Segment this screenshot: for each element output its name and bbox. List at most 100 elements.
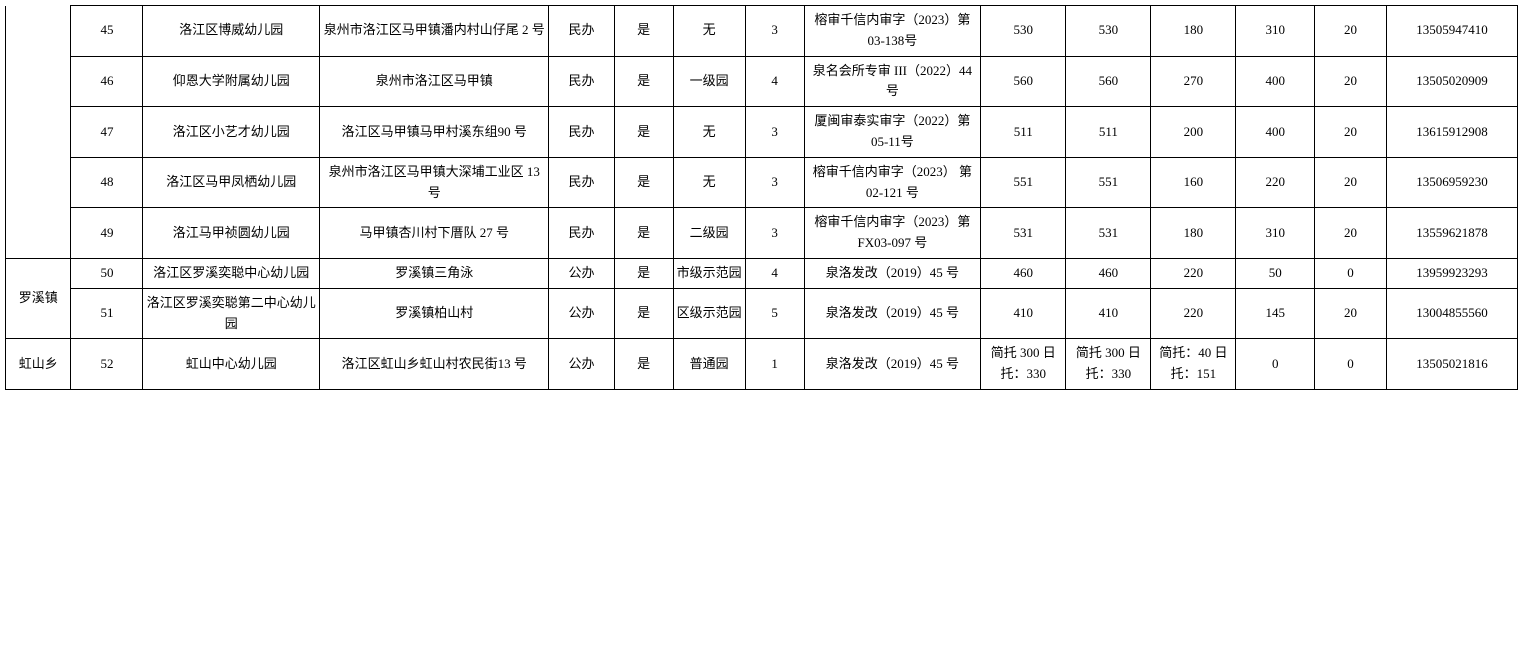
cell-v1: 560	[981, 56, 1066, 107]
cell-num: 49	[71, 208, 143, 259]
cell-v3: 160	[1151, 157, 1236, 208]
cell-v2: 410	[1066, 288, 1151, 339]
cell-addr: 马甲镇杏川村下厝队 27 号	[320, 208, 549, 259]
cell-doc: 榕审千信内审字（2023）第 03-138号	[804, 6, 981, 57]
cell-doc: 榕审千信内审字（2023）第FX03-097 号	[804, 208, 981, 259]
cell-doc: 榕审千信内审字（2023） 第02-121 号	[804, 157, 981, 208]
cell-v4: 50	[1236, 258, 1315, 288]
cell-doc: 泉洛发改（2019）45 号	[804, 258, 981, 288]
cell-cls: 3	[745, 107, 804, 158]
cell-v2: 简托 300 日托：330	[1066, 339, 1151, 390]
region-cell: 虹山乡	[6, 339, 71, 390]
cell-type: 民办	[549, 56, 614, 107]
cell-v4: 220	[1236, 157, 1315, 208]
cell-v4: 145	[1236, 288, 1315, 339]
table-row: 罗溪镇 50 洛江区罗溪奕聪中心幼儿园 罗溪镇三角泳 公办 是 市级示范园 4 …	[6, 258, 1518, 288]
cell-doc: 泉名会所专审 III（2022）44 号	[804, 56, 981, 107]
table-row: 49 洛江马甲祯圆幼儿园 马甲镇杏川村下厝队 27 号 民办 是 二级园 3 榕…	[6, 208, 1518, 259]
cell-phone: 13959923293	[1387, 258, 1518, 288]
cell-yn: 是	[614, 288, 673, 339]
cell-type: 民办	[549, 107, 614, 158]
cell-name: 洛江区罗溪奕聪中心幼儿园	[143, 258, 320, 288]
cell-type: 民办	[549, 6, 614, 57]
region-cell	[6, 6, 71, 259]
cell-addr: 洛江区马甲镇马甲村溪东组90 号	[320, 107, 549, 158]
cell-yn: 是	[614, 56, 673, 107]
cell-v1: 551	[981, 157, 1066, 208]
cell-v2: 551	[1066, 157, 1151, 208]
cell-addr: 泉州市洛江区马甲镇	[320, 56, 549, 107]
cell-name: 洛江区小艺才幼儿园	[143, 107, 320, 158]
cell-name: 虹山中心幼儿园	[143, 339, 320, 390]
cell-v4: 310	[1236, 208, 1315, 259]
cell-level: 无	[673, 157, 745, 208]
cell-phone: 13505020909	[1387, 56, 1518, 107]
cell-doc: 泉洛发改（2019）45 号	[804, 288, 981, 339]
cell-v1: 简托 300 日托：330	[981, 339, 1066, 390]
cell-v5: 20	[1315, 56, 1387, 107]
cell-v3: 220	[1151, 288, 1236, 339]
cell-v5: 20	[1315, 208, 1387, 259]
cell-v3: 200	[1151, 107, 1236, 158]
cell-v1: 410	[981, 288, 1066, 339]
cell-type: 民办	[549, 208, 614, 259]
cell-v4: 310	[1236, 6, 1315, 57]
cell-phone: 13004855560	[1387, 288, 1518, 339]
cell-v3: 简托：40 日托：151	[1151, 339, 1236, 390]
cell-num: 45	[71, 6, 143, 57]
cell-v2: 511	[1066, 107, 1151, 158]
cell-num: 51	[71, 288, 143, 339]
cell-v4: 400	[1236, 107, 1315, 158]
cell-addr: 罗溪镇三角泳	[320, 258, 549, 288]
cell-doc: 泉洛发改（2019）45 号	[804, 339, 981, 390]
cell-v4: 0	[1236, 339, 1315, 390]
table-body: 45 洛江区博威幼儿园 泉州市洛江区马甲镇潘内村山仔尾 2 号 民办 是 无 3…	[6, 6, 1518, 390]
cell-level: 市级示范园	[673, 258, 745, 288]
cell-num: 46	[71, 56, 143, 107]
cell-addr: 泉州市洛江区马甲镇潘内村山仔尾 2 号	[320, 6, 549, 57]
cell-v3: 220	[1151, 258, 1236, 288]
cell-phone: 13559621878	[1387, 208, 1518, 259]
cell-phone: 13505021816	[1387, 339, 1518, 390]
table-row: 47 洛江区小艺才幼儿园 洛江区马甲镇马甲村溪东组90 号 民办 是 无 3 厦…	[6, 107, 1518, 158]
kindergarten-table: 45 洛江区博威幼儿园 泉州市洛江区马甲镇潘内村山仔尾 2 号 民办 是 无 3…	[5, 5, 1518, 390]
cell-cls: 4	[745, 56, 804, 107]
cell-cls: 5	[745, 288, 804, 339]
cell-yn: 是	[614, 157, 673, 208]
cell-v5: 0	[1315, 258, 1387, 288]
cell-name: 仰恩大学附属幼儿园	[143, 56, 320, 107]
cell-phone: 13506959230	[1387, 157, 1518, 208]
cell-name: 洛江马甲祯圆幼儿园	[143, 208, 320, 259]
cell-v5: 20	[1315, 107, 1387, 158]
cell-yn: 是	[614, 258, 673, 288]
table-row: 虹山乡 52 虹山中心幼儿园 洛江区虹山乡虹山村农民街13 号 公办 是 普通园…	[6, 339, 1518, 390]
cell-phone: 13615912908	[1387, 107, 1518, 158]
cell-doc: 厦闽审泰实审字（2022）第 05-11号	[804, 107, 981, 158]
cell-num: 50	[71, 258, 143, 288]
cell-yn: 是	[614, 339, 673, 390]
cell-v3: 270	[1151, 56, 1236, 107]
cell-num: 52	[71, 339, 143, 390]
cell-yn: 是	[614, 208, 673, 259]
cell-type: 民办	[549, 157, 614, 208]
cell-name: 洛江区马甲凤栖幼儿园	[143, 157, 320, 208]
table-row: 51 洛江区罗溪奕聪第二中心幼儿园 罗溪镇柏山村 公办 是 区级示范园 5 泉洛…	[6, 288, 1518, 339]
cell-cls: 3	[745, 6, 804, 57]
cell-cls: 3	[745, 157, 804, 208]
cell-name: 洛江区博威幼儿园	[143, 6, 320, 57]
cell-type: 公办	[549, 339, 614, 390]
cell-level: 二级园	[673, 208, 745, 259]
cell-num: 47	[71, 107, 143, 158]
cell-level: 无	[673, 107, 745, 158]
table-row: 48 洛江区马甲凤栖幼儿园 泉州市洛江区马甲镇大深埔工业区 13 号 民办 是 …	[6, 157, 1518, 208]
cell-v2: 530	[1066, 6, 1151, 57]
cell-v2: 560	[1066, 56, 1151, 107]
cell-v3: 180	[1151, 208, 1236, 259]
cell-name: 洛江区罗溪奕聪第二中心幼儿园	[143, 288, 320, 339]
cell-num: 48	[71, 157, 143, 208]
cell-yn: 是	[614, 6, 673, 57]
cell-phone: 13505947410	[1387, 6, 1518, 57]
cell-v2: 531	[1066, 208, 1151, 259]
cell-addr: 洛江区虹山乡虹山村农民街13 号	[320, 339, 549, 390]
cell-v5: 20	[1315, 288, 1387, 339]
